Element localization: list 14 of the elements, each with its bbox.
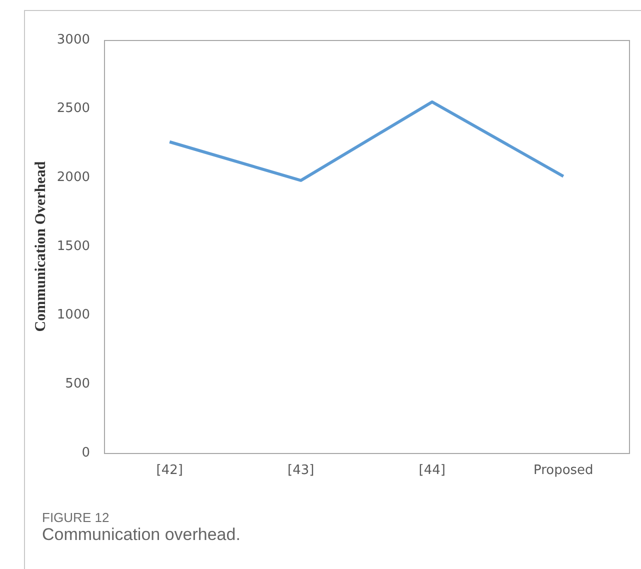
y-tick-label: 1500 — [56, 238, 90, 254]
y-tick-label: 2000 — [56, 170, 90, 186]
y-tick-label: 0 — [82, 445, 90, 460]
x-tick-label: [43] — [288, 463, 314, 478]
caption: FIGURE 12 — [42, 510, 110, 525]
y-tick-label: 2500 — [56, 101, 90, 116]
y-tick-label: 1000 — [56, 308, 90, 323]
x-tick-label: [42] — [156, 463, 183, 478]
text: Communication overhead. — [42, 525, 240, 545]
x-tick-label: Proposed — [533, 463, 594, 478]
x-tick-label: [44] — [418, 463, 446, 478]
y-tick-label: 500 — [65, 376, 90, 392]
y-axis-title: Communication Overhead — [32, 160, 49, 332]
y-tick-label: 3000 — [56, 32, 90, 48]
